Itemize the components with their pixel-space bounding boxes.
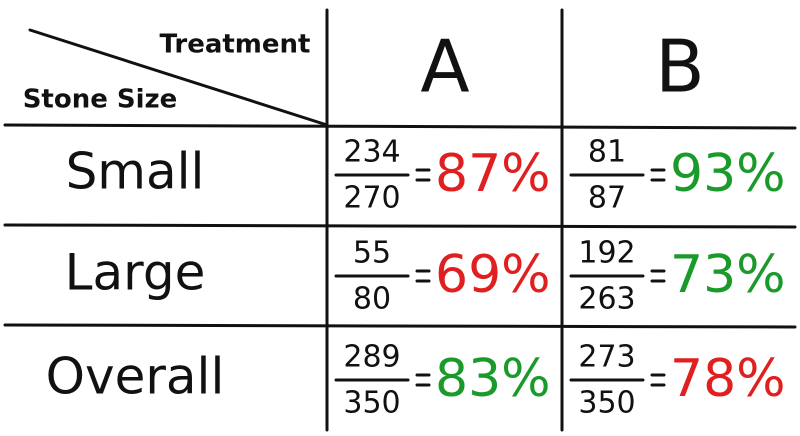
numerator: 55 — [353, 236, 391, 271]
row-label: Small — [66, 143, 205, 201]
denominator: 350 — [578, 386, 635, 421]
percent: 73% — [670, 245, 786, 305]
denominator: 87 — [588, 181, 626, 216]
row-label: Large — [65, 244, 206, 302]
numerator: 81 — [588, 135, 626, 170]
row-title: Stone Size — [23, 85, 178, 115]
denominator: 263 — [578, 282, 635, 317]
numerator: 273 — [578, 340, 635, 375]
percent: 83% — [435, 349, 551, 409]
row-rule — [3, 123, 797, 130]
diagonal-rule — [28, 28, 329, 127]
numerator: 234 — [343, 135, 400, 170]
row-label: Overall — [46, 348, 225, 406]
row-rule — [3, 323, 797, 329]
percent: 93% — [670, 144, 786, 204]
percent: 87% — [435, 144, 551, 204]
denominator: 270 — [343, 181, 400, 216]
denominator: 80 — [353, 282, 391, 317]
column-title: Treatment — [160, 30, 311, 60]
numerator: 192 — [578, 236, 635, 271]
column-header: A — [420, 25, 469, 109]
row-rule — [3, 223, 797, 229]
denominator: 350 — [343, 386, 400, 421]
percent: 78% — [670, 349, 786, 409]
column-header: B — [655, 25, 704, 109]
percent: 69% — [435, 245, 551, 305]
numerator: 289 — [343, 340, 400, 375]
